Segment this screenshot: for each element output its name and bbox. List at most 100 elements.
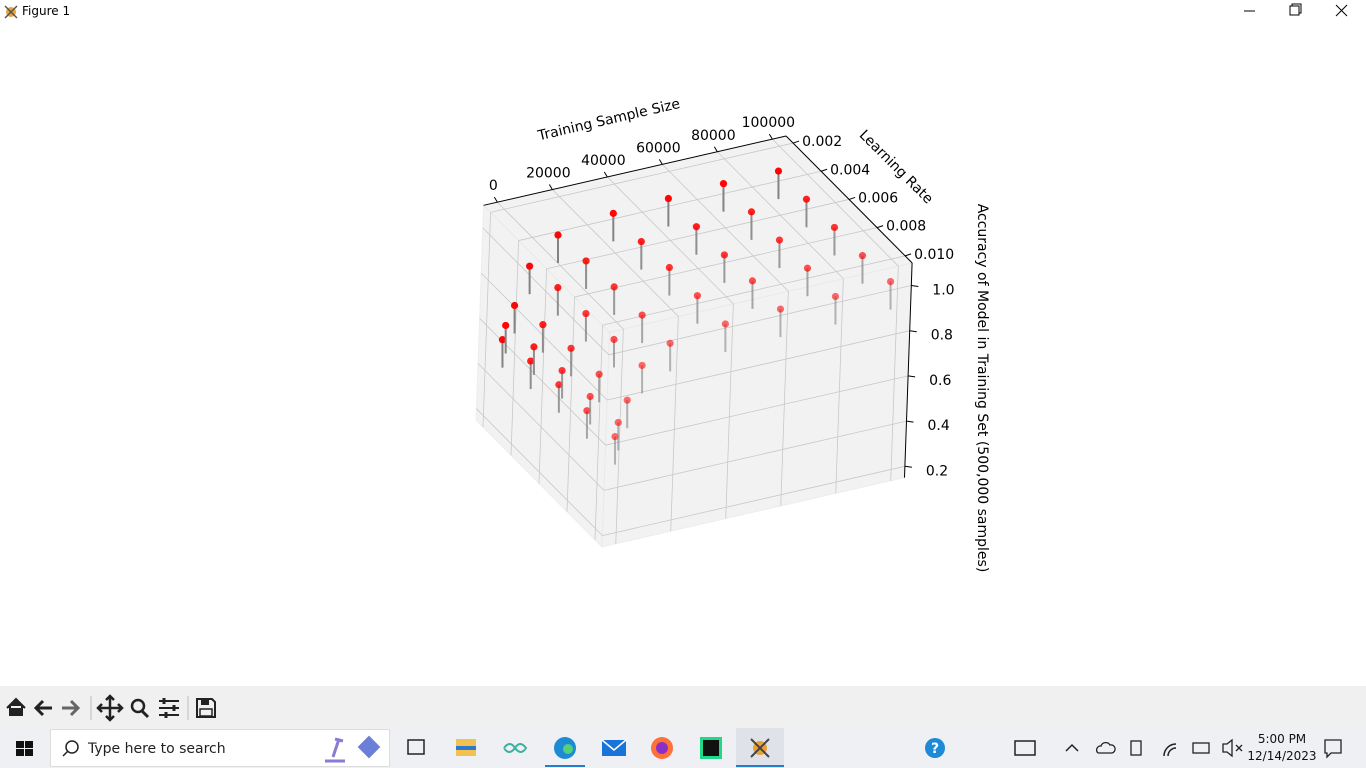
x-tick: [658, 159, 663, 165]
point: [610, 335, 618, 344]
grid-line: [603, 420, 907, 491]
point: [803, 264, 812, 272]
y-tick-label: 0.008: [886, 219, 926, 235]
x-tick-label: 80000: [691, 128, 736, 144]
search-highlights: [325, 735, 381, 763]
point: [693, 292, 701, 300]
title-bar: Figure 1: [0, 0, 1366, 24]
point: [586, 392, 594, 401]
point: [638, 361, 646, 370]
x-tick: [493, 196, 498, 203]
y-tick: [820, 168, 828, 172]
grid-line: [574, 227, 878, 298]
toolbar-icons[interactable]: [0, 686, 230, 728]
y-tick: [848, 196, 856, 200]
point: [527, 357, 535, 365]
window-title: Figure 1: [22, 4, 71, 18]
axis-line: [785, 135, 913, 264]
point: [510, 301, 519, 310]
clock-date[interactable]: 12/14/2023: [1247, 749, 1317, 763]
search-icon: [62, 740, 79, 757]
x-tick-label: 40000: [581, 153, 626, 169]
x-axis-label: Training Sample Size: [536, 96, 682, 145]
point: [582, 309, 590, 318]
z-tick-label: 0.6: [929, 373, 951, 389]
point: [567, 344, 575, 352]
grid-line: [566, 296, 575, 512]
z-tick: [906, 420, 914, 423]
grid-line: [490, 142, 794, 213]
chart: 0 20000 40000 60000 80000 100000 0.002 0.004 0.0…: [475, 96, 990, 572]
grid-line: [607, 330, 910, 401]
point: [802, 195, 811, 203]
grid-line: [510, 240, 519, 456]
point: [830, 223, 839, 232]
point: [748, 277, 757, 285]
x-tick-label: 0: [489, 178, 498, 194]
point: [611, 433, 619, 441]
notifications[interactable]: [1320, 728, 1366, 768]
z-tick: [904, 465, 912, 468]
axis-line: [483, 135, 787, 206]
point: [582, 257, 590, 265]
point: [610, 283, 618, 291]
x-tick-label: 100000: [742, 115, 795, 131]
grid-line: [476, 408, 603, 536]
point: [747, 208, 756, 216]
toolbar: [0, 686, 1366, 728]
x-tick: [768, 133, 773, 140]
x-tick-label: 20000: [526, 166, 571, 182]
system-tray[interactable]: ?: [920, 728, 1250, 768]
grid-line: [835, 278, 844, 494]
z-tick-label: 0.2: [926, 463, 948, 479]
window-controls[interactable]: [1230, 0, 1366, 24]
grid-line: [608, 285, 912, 356]
point: [664, 194, 672, 203]
grid-line: [890, 266, 899, 481]
point: [539, 321, 547, 329]
app-icon: [4, 5, 18, 19]
point: [721, 320, 729, 328]
grid-line: [482, 212, 491, 428]
clock-time[interactable]: 5:00 PM: [1257, 732, 1307, 746]
z-tick: [909, 330, 917, 333]
search-box[interactable]: Type here to search: [50, 729, 390, 767]
grid-line: [725, 303, 734, 519]
point: [583, 407, 591, 415]
y-tick-label: 0.006: [858, 190, 898, 206]
point: [554, 231, 562, 239]
svg-text:?: ?: [931, 741, 939, 757]
grid-line: [546, 199, 850, 270]
grid-line: [538, 268, 547, 484]
y-tick: [792, 140, 800, 144]
grid-line: [602, 465, 905, 536]
point: [692, 223, 700, 231]
y-tick-label: 0.002: [802, 134, 842, 150]
taskbar-apps[interactable]: [400, 728, 800, 768]
z-tick-label: 0.8: [931, 328, 953, 344]
start-button[interactable]: [0, 728, 50, 768]
point: [776, 305, 785, 313]
x-tick-label: 60000: [636, 140, 681, 156]
point: [558, 366, 566, 375]
z-tick: [911, 285, 919, 287]
y-tick: [876, 225, 884, 229]
z-tick: [908, 375, 916, 378]
point: [555, 381, 563, 389]
axis-line: [904, 262, 913, 478]
point: [666, 339, 674, 347]
point: [530, 343, 538, 351]
search-placeholder[interactable]: Type here to search: [88, 741, 226, 757]
grid-line: [780, 291, 789, 506]
grid-line: [605, 375, 909, 446]
point: [638, 311, 646, 319]
grid-line: [477, 363, 605, 491]
z-tick-label: 1.0: [932, 283, 954, 299]
x-tick: [548, 184, 553, 190]
point: [609, 209, 617, 217]
x-tick: [603, 171, 608, 178]
point: [775, 236, 784, 244]
point: [595, 370, 603, 378]
grid-line: [480, 272, 608, 401]
